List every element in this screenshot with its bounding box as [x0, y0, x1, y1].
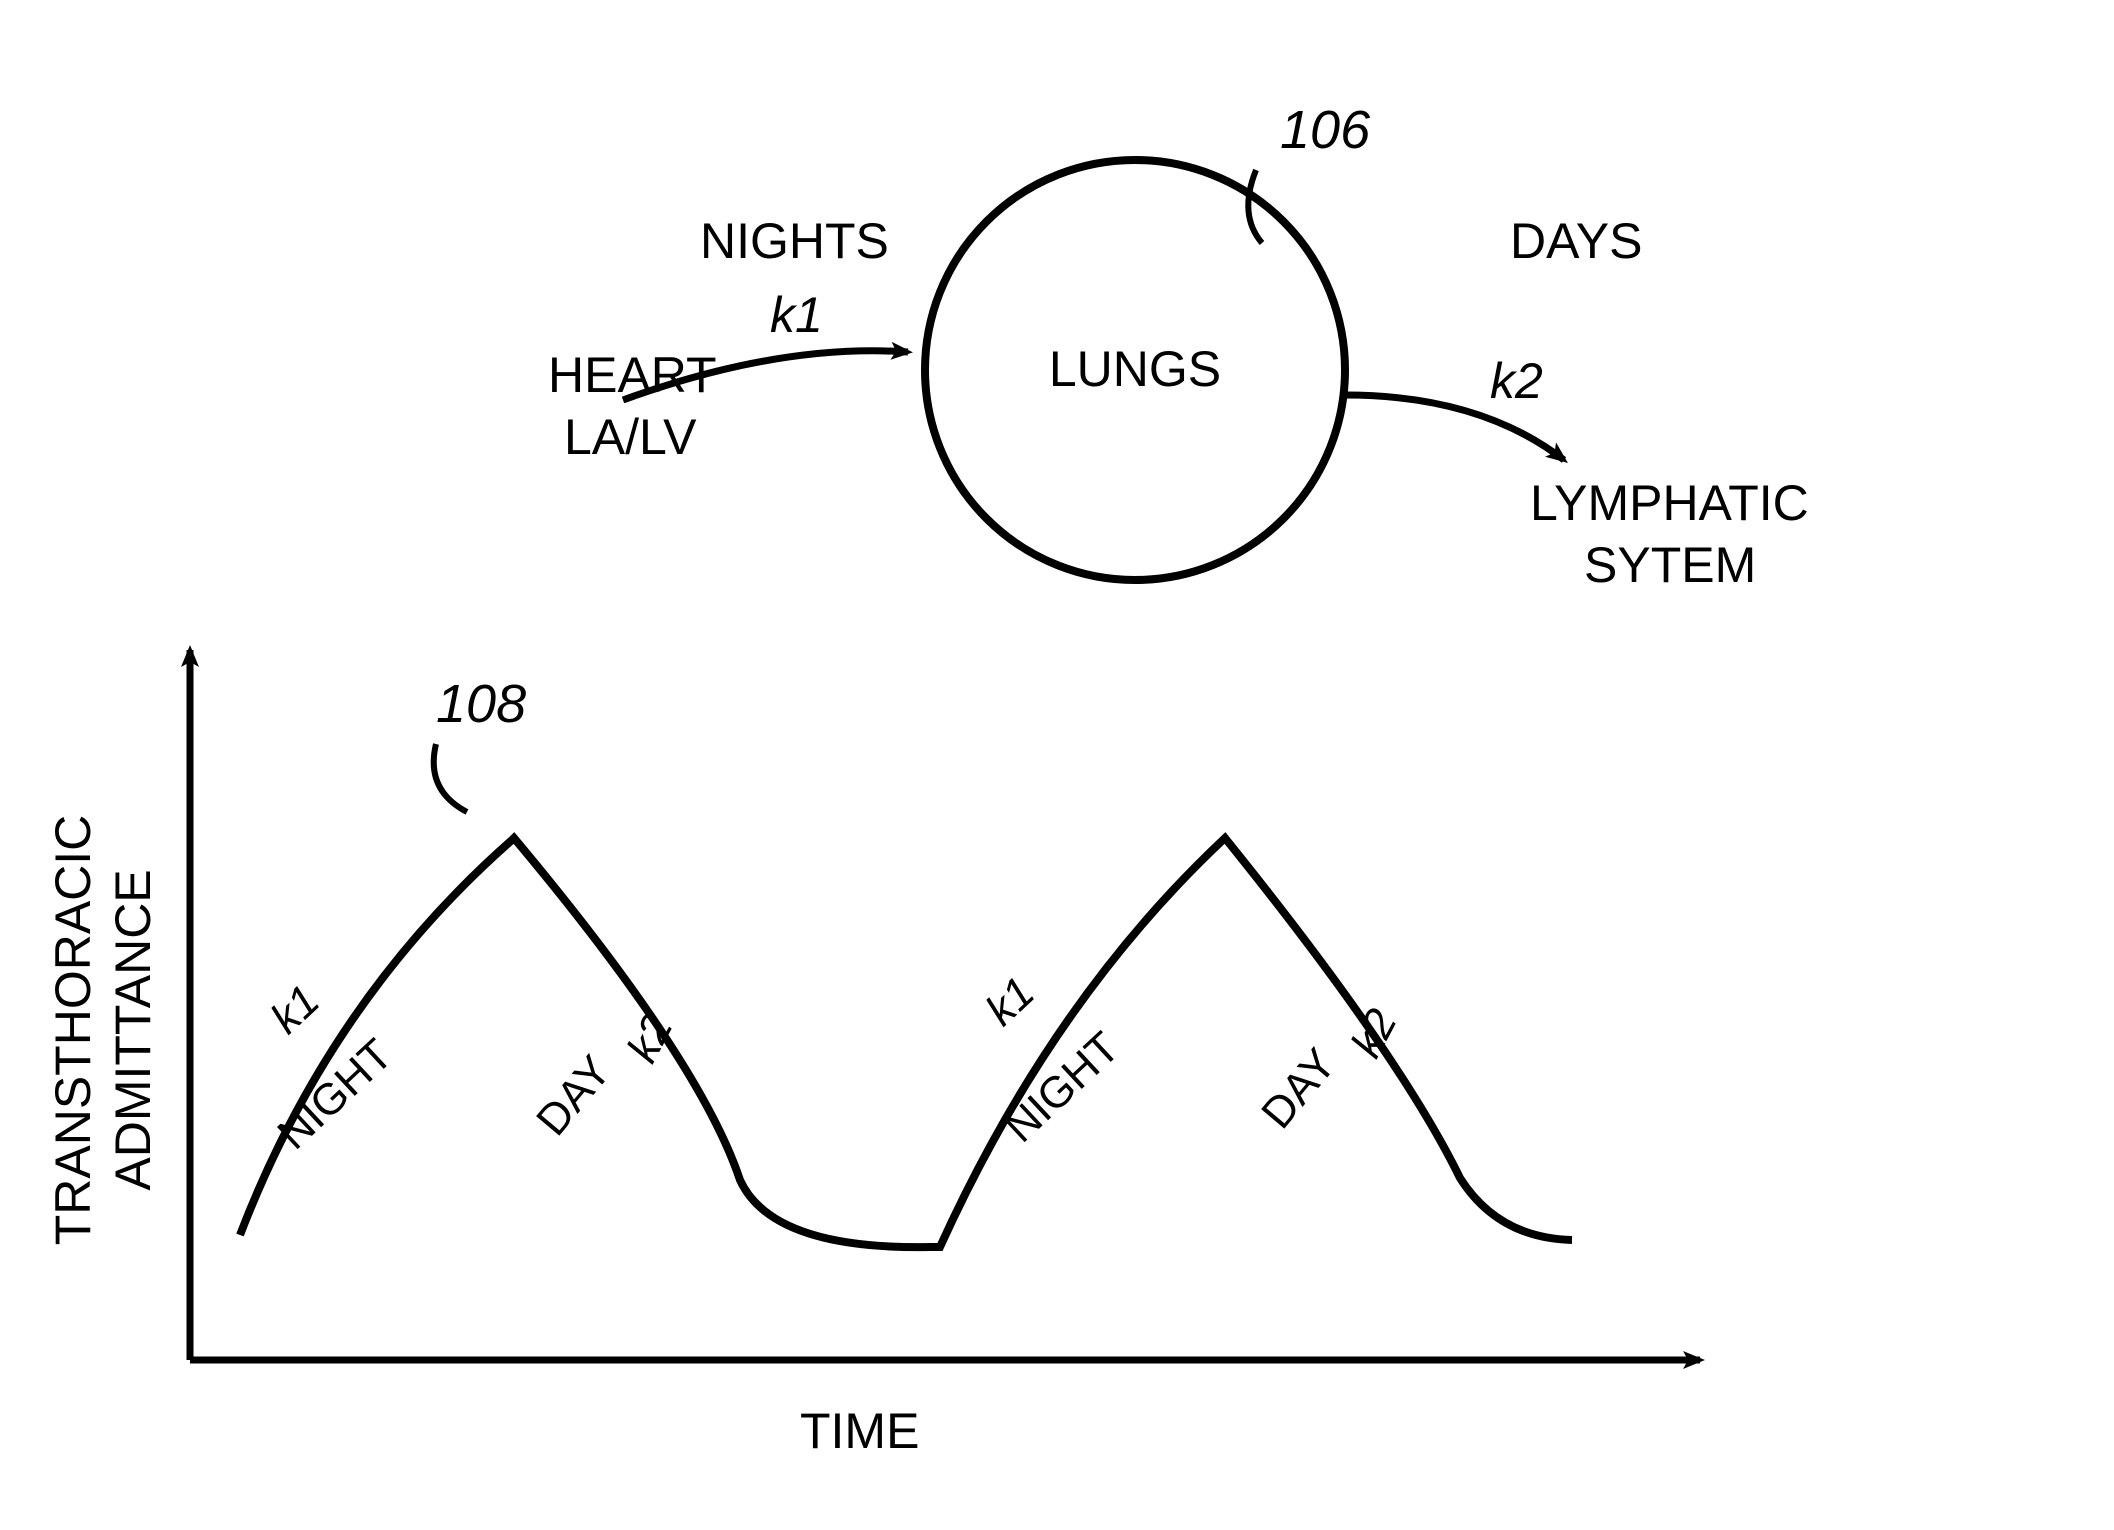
curve-label-k1-a: k1	[261, 976, 328, 1044]
lungs-label: LUNGS	[1049, 341, 1221, 397]
curve-label-night-b: NIGHT	[995, 1023, 1129, 1152]
diagram-svg: LUNGS 106 NIGHTS DAYS HEART LA/LV LYMPHA…	[0, 0, 2114, 1530]
y-axis-label-1: TRANSTHORACIC	[45, 815, 101, 1246]
curve-label-k2-b: k2	[1342, 1001, 1407, 1065]
ref-108-callout	[434, 744, 467, 812]
y-axis-label-group: TRANSTHORACIC ADMITTANCE	[45, 815, 161, 1246]
nights-label: NIGHTS	[700, 213, 889, 269]
curve-label-k1-b: k1	[976, 968, 1043, 1036]
lymph-label-2: SYTEM	[1584, 537, 1756, 593]
curve-label-k2-a: k2	[618, 1006, 683, 1070]
ref-106-label: 106	[1280, 100, 1371, 160]
lymph-label-1: LYMPHATIC	[1530, 475, 1809, 531]
ref-106-callout	[1248, 170, 1262, 243]
k1-label: k1	[770, 287, 823, 343]
curve-label-day-b: DAY	[1252, 1040, 1346, 1138]
curve-label-day-a: DAY	[527, 1047, 621, 1145]
heart-label-2: LA/LV	[564, 409, 697, 465]
y-axis-label-2: ADMITTANCE	[105, 869, 161, 1190]
days-label: DAYS	[1510, 213, 1642, 269]
ref-108-label: 108	[436, 674, 526, 734]
x-axis-label: TIME	[800, 1403, 919, 1459]
k2-label: k2	[1490, 353, 1543, 409]
